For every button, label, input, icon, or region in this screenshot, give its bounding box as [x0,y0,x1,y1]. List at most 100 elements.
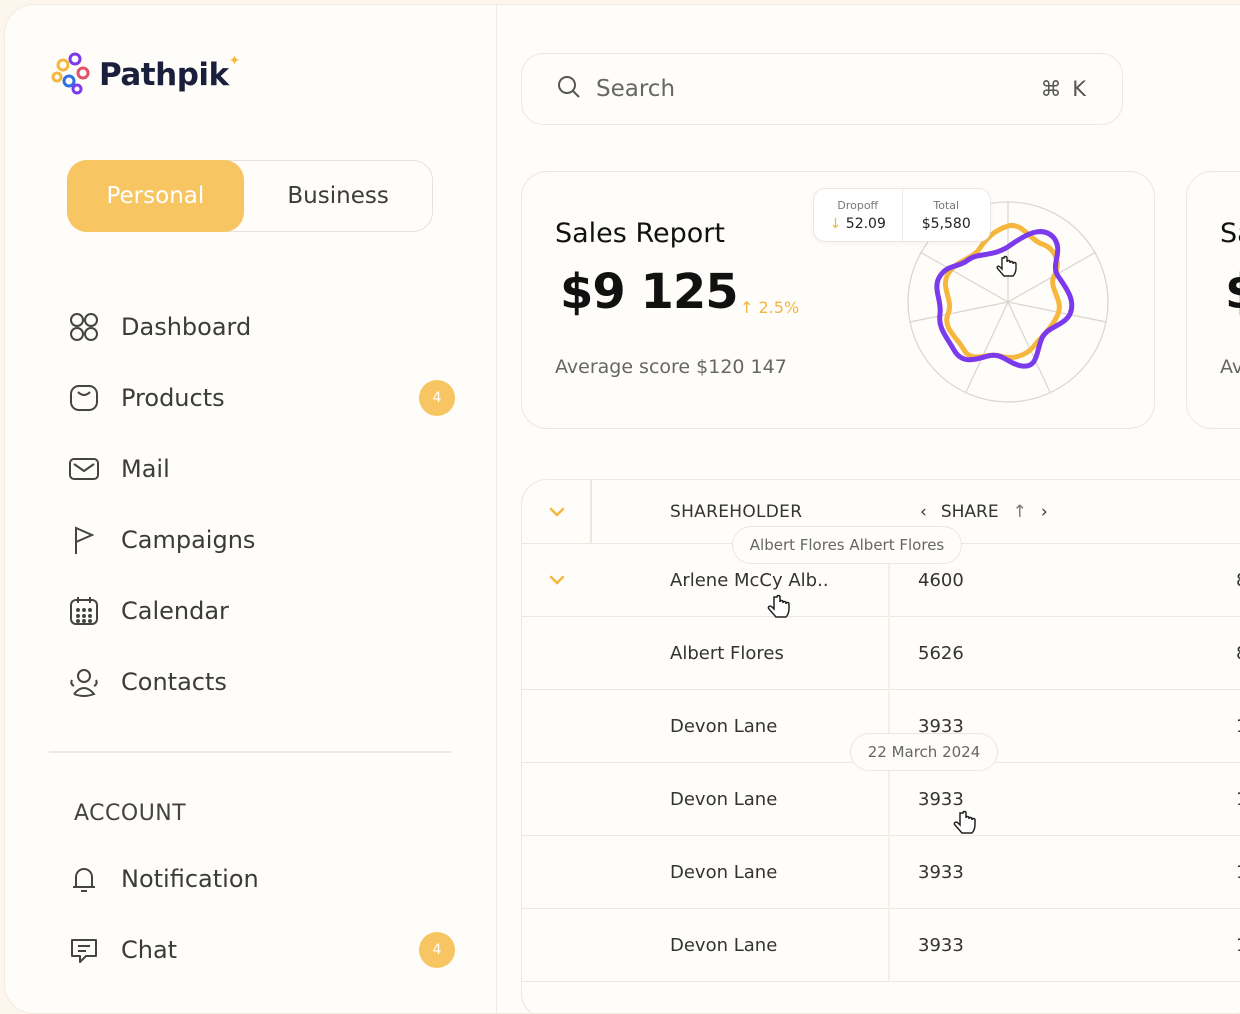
secondary-card-title: Sa [1220,218,1240,249]
sales-trend: ↑ 2.5% [740,298,800,317]
row-separator [888,544,890,617]
row-separator [888,763,890,836]
calendar-icon [67,594,101,628]
sales-amount: $9 125 [560,264,739,320]
shareholder-name: Devon Lane [670,789,778,810]
hand-cursor-icon [953,810,976,834]
name-tooltip: Albert Flores Albert Flores [732,526,962,564]
total-value: $5,580 [921,215,971,232]
sparkle-icon: ✦ [228,53,241,69]
sidebar-item-dashboard[interactable]: Dashboard [67,291,455,362]
toggle-personal[interactable]: Personal [66,159,245,232]
tooltip-dropoff: Dropoff ↓ 52.09 [814,189,902,241]
dropoff-value: ↓ 52.09 [830,216,886,232]
extra-value: 8 [1236,570,1240,591]
row-separator [888,617,890,690]
search-shortcut: ⌘ K [1040,77,1088,101]
tooltip-total: Total $5,580 [901,189,991,241]
dropoff-number: 52.09 [845,215,886,232]
sidebar-item-campaigns[interactable]: Campaigns [67,504,455,575]
share-value: 3933 [918,716,964,737]
extra-value: 1 [1236,716,1240,737]
table-row[interactable]: Albert Flores 5626 8 [522,617,1240,690]
sidebar-item-calendar[interactable]: Calendar [67,575,455,646]
chevron-down-icon[interactable] [546,501,568,523]
shareholder-name: Devon Lane [670,935,778,956]
bell-icon [67,862,101,896]
account-type-toggle: Personal Business [66,159,433,232]
date-tooltip: 22 March 2024 [850,733,998,771]
sidebar-item-contacts[interactable]: Contacts [67,646,455,717]
chat-icon [67,933,101,967]
sidebar-item-products[interactable]: Products 4 [67,362,455,433]
hand-cursor-icon [767,594,790,618]
main-nav: Dashboard Products 4 [67,291,455,717]
header-separator [590,480,592,544]
share-value: 3933 [918,935,964,956]
row-separator [888,690,890,763]
chevron-down-icon[interactable] [546,569,568,591]
shareholder-table: SHAREHOLDER ‹ SHARE ↑ › Arlene McCy Alb.… [521,479,1240,1013]
extra-value: 1 [1236,862,1240,883]
logo-icon [51,52,90,95]
search-input[interactable] [596,76,1041,102]
extra-value: 1 [1236,935,1240,956]
sidebar-divider [49,751,451,753]
share-value: 3933 [918,789,964,810]
row-separator [888,836,890,909]
sidebar: Pathpik ✦ Personal Business Dashboard [5,5,497,1013]
extra-value: 8 [1236,643,1240,664]
col-shareholder[interactable]: SHAREHOLDER [670,502,803,522]
mail-icon [67,452,101,486]
radar-cursor-icon [996,255,1017,277]
shareholder-name: Albert Flores [670,643,784,664]
chevron-left-icon[interactable]: ‹ [920,502,927,522]
contacts-icon [67,665,101,699]
sidebar-item-mail[interactable]: Mail [67,433,455,504]
average-score: Average score $120 147 [555,356,787,378]
shareholder-name: Devon Lane [670,862,778,883]
row-separator [888,909,890,982]
sort-up-icon[interactable]: ↑ [1012,502,1027,522]
account-nav: Notification Chat 4 [67,843,455,985]
shareholder-name: Arlene McCy Alb.. [670,570,829,591]
arrow-down-icon: ↓ [829,215,846,232]
sidebar-item-label: Dashboard [121,312,252,341]
sidebar-item-label: Notification [121,864,259,893]
bag-icon [67,381,101,415]
sidebar-item-chat[interactable]: Chat 4 [67,914,455,985]
sidebar-item-label: Contacts [121,667,227,696]
chevron-right-icon[interactable]: › [1040,502,1048,522]
table-row[interactable]: Devon Lane 3933 1 [522,909,1240,982]
share-value: 4600 [918,570,964,591]
products-badge: 4 [419,379,455,416]
col-share: ‹ SHARE ↑ › [920,502,1048,522]
sidebar-item-notification[interactable]: Notification [67,843,455,914]
sidebar-item-label: Campaigns [121,525,256,554]
search-icon [556,74,582,104]
extra-value: 1 [1236,789,1240,810]
sidebar-item-label: Products [121,383,225,412]
radar-chart[interactable] [902,196,1114,408]
account-section-title: ACCOUNT [74,801,187,826]
toggle-business[interactable]: Business [287,182,389,209]
share-value: 3933 [918,862,964,883]
table-row[interactable]: Devon Lane 3933 1 [522,763,1240,836]
app-frame: Pathpik ✦ Personal Business Dashboard [4,4,1240,1014]
col-share-label[interactable]: SHARE [940,502,999,522]
chart-tooltip: Dropoff ↓ 52.09 Total $5,580 [813,188,991,242]
logo[interactable]: Pathpik ✦ [49,51,240,99]
secondary-card-amount: $ [1225,264,1240,320]
total-label: Total [933,198,960,212]
sales-report-card[interactable]: Sales Report $9 125 ↑ 2.5% Average score… [521,171,1155,429]
secondary-report-card[interactable]: Sa $ Av [1186,171,1240,429]
brand-name: Pathpik [99,57,229,93]
sidebar-item-label: Mail [121,454,170,483]
radar-series-purple [934,229,1075,369]
search-bar[interactable]: ⌘ K [521,53,1123,125]
shareholder-name: Devon Lane [670,716,778,737]
sidebar-item-label: Calendar [121,596,229,625]
chat-badge: 4 [419,931,455,968]
table-row[interactable]: Arlene McCy Alb.. 4600 8 [522,544,1240,617]
table-row[interactable]: Devon Lane 3933 1 [522,836,1240,909]
